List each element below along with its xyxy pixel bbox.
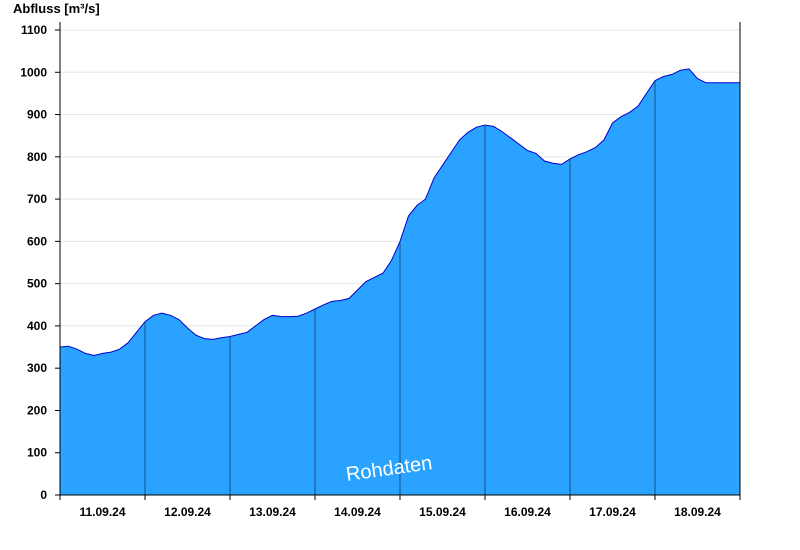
- x-tick-label: 17.09.24: [589, 505, 636, 519]
- y-tick-label: 300: [27, 361, 47, 375]
- y-tick-label: 200: [27, 403, 47, 417]
- x-tick-label: 13.09.24: [249, 505, 296, 519]
- y-ticks: 0 100 200 300 400 500 600 700 800 900 1000 1100: [20, 23, 60, 502]
- x-tick-label: 18.09.24: [674, 505, 721, 519]
- y-tick-label: 700: [27, 192, 47, 206]
- y-tick-label: 1100: [21, 23, 47, 37]
- y-tick-label: 500: [27, 277, 47, 291]
- day-dividers: [144, 80, 656, 495]
- y-tick-label: 100: [27, 446, 47, 460]
- x-tick-label: 16.09.24: [504, 505, 551, 519]
- y-axis-title: Abfluss [m³/s]: [13, 1, 100, 16]
- x-tick-label: 14.09.24: [334, 505, 381, 519]
- y-tick-label: 900: [27, 108, 47, 122]
- x-tick-label: 12.09.24: [164, 505, 211, 519]
- x-tick-label: 15.09.24: [419, 505, 466, 519]
- y-tick-label: 0: [40, 488, 47, 502]
- x-tick-label: 11.09.24: [79, 505, 125, 519]
- x-ticks: 11.09.24 12.09.24 13.09.24 14.09.24 15.09.24…: [59, 495, 741, 519]
- y-tick-label: 1000: [20, 65, 47, 79]
- y-tick-label: 600: [27, 234, 47, 248]
- y-tick-label: 800: [27, 150, 47, 164]
- y-tick-label: 400: [27, 319, 47, 333]
